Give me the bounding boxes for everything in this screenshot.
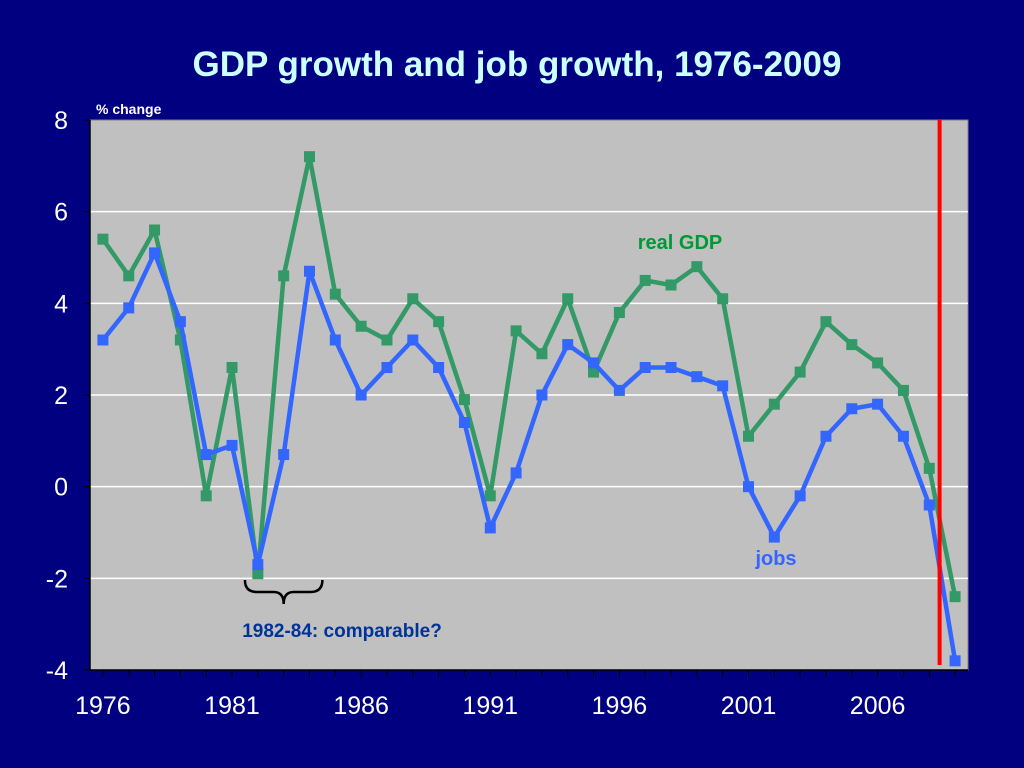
data-point bbox=[588, 357, 600, 369]
data-point bbox=[329, 334, 341, 346]
data-point bbox=[304, 265, 315, 277]
data-point bbox=[484, 522, 496, 534]
data-point bbox=[639, 274, 651, 286]
data-point bbox=[149, 224, 161, 236]
x-tick-label: 2001 bbox=[721, 692, 777, 720]
data-point bbox=[743, 430, 754, 442]
data-point bbox=[226, 362, 238, 373]
data-point bbox=[433, 362, 445, 373]
data-point bbox=[200, 490, 212, 502]
y-tick-label: -4 bbox=[46, 657, 68, 685]
x-tick-label: 1996 bbox=[592, 692, 648, 720]
data-point bbox=[743, 481, 754, 493]
data-point bbox=[174, 334, 186, 346]
data-point bbox=[381, 334, 393, 346]
data-point bbox=[97, 233, 109, 245]
y-axis-label: % change bbox=[96, 101, 162, 117]
data-point bbox=[510, 325, 522, 337]
data-point bbox=[200, 449, 212, 461]
data-point bbox=[923, 462, 935, 474]
data-point bbox=[872, 357, 884, 369]
data-point bbox=[846, 403, 858, 415]
x-tick-label: 1976 bbox=[75, 692, 131, 720]
data-point bbox=[665, 279, 677, 291]
data-point bbox=[820, 316, 832, 328]
data-point bbox=[536, 389, 548, 401]
data-point bbox=[846, 339, 858, 351]
data-point bbox=[252, 559, 264, 571]
data-point bbox=[278, 449, 290, 461]
data-point bbox=[304, 151, 315, 163]
data-point bbox=[562, 293, 574, 305]
data-point bbox=[252, 568, 264, 580]
series-label-jobs: jobs bbox=[754, 548, 796, 570]
data-point bbox=[149, 247, 161, 259]
data-point bbox=[278, 270, 290, 282]
data-point bbox=[510, 467, 522, 479]
data-point bbox=[226, 439, 238, 451]
data-point bbox=[562, 339, 574, 351]
data-point bbox=[949, 655, 961, 667]
data-point bbox=[768, 531, 780, 543]
y-tick-label: 0 bbox=[54, 474, 68, 502]
data-point bbox=[458, 394, 470, 406]
data-point bbox=[407, 334, 419, 346]
series-line-jobs bbox=[101, 250, 958, 662]
data-point bbox=[355, 389, 367, 401]
data-point bbox=[639, 362, 651, 373]
x-tick-label: 2006 bbox=[850, 692, 906, 720]
data-point bbox=[407, 293, 419, 305]
data-point bbox=[872, 398, 884, 410]
data-point bbox=[123, 302, 135, 314]
data-point bbox=[691, 261, 703, 273]
brace-annotation bbox=[243, 579, 324, 605]
data-point bbox=[820, 430, 832, 442]
data-point bbox=[329, 288, 341, 300]
data-point bbox=[949, 591, 961, 603]
data-point bbox=[768, 398, 780, 410]
chart-title: GDP growth and job growth, 1976-2009 bbox=[193, 45, 842, 84]
data-point bbox=[458, 417, 470, 428]
series-label-gdp: real GDP bbox=[638, 232, 722, 254]
y-tick-label: 2 bbox=[54, 382, 68, 410]
data-point bbox=[923, 499, 935, 511]
data-point bbox=[794, 366, 806, 378]
data-point bbox=[794, 490, 806, 502]
data-point bbox=[717, 380, 729, 392]
data-point bbox=[588, 366, 600, 378]
y-tick-label: 8 bbox=[54, 107, 68, 135]
y-tick-label: 6 bbox=[54, 199, 68, 227]
data-point bbox=[355, 320, 367, 332]
series-line-gdp bbox=[101, 154, 958, 598]
data-point bbox=[97, 334, 109, 346]
data-point bbox=[665, 362, 677, 373]
annotation-text: 1982-84: comparable? bbox=[242, 621, 442, 642]
data-point bbox=[433, 316, 445, 328]
data-point bbox=[123, 270, 135, 282]
data-point bbox=[484, 490, 496, 502]
x-tick-label: 1986 bbox=[333, 692, 389, 720]
x-tick-label: 1981 bbox=[204, 692, 260, 720]
data-point bbox=[691, 371, 703, 383]
data-point bbox=[174, 316, 186, 328]
data-point bbox=[536, 348, 548, 360]
data-point bbox=[381, 362, 393, 373]
data-point bbox=[613, 384, 625, 396]
data-point bbox=[897, 430, 909, 442]
data-point bbox=[897, 384, 909, 396]
y-tick-label: -2 bbox=[46, 565, 68, 593]
y-tick-label: 4 bbox=[54, 290, 68, 318]
data-point bbox=[613, 307, 625, 318]
x-tick-label: 1991 bbox=[462, 692, 518, 720]
data-point bbox=[717, 293, 729, 305]
